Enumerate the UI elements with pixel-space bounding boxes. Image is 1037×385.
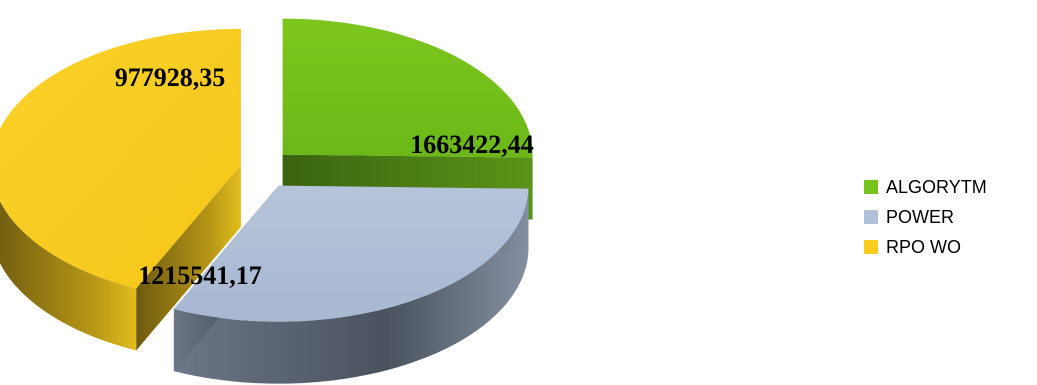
- slice-side-rpo-wo: [0, 201, 137, 351]
- data-label-rpo-wo: 1663422,44: [410, 130, 534, 159]
- slice-power[interactable]: [173, 185, 529, 322]
- legend-swatch: [864, 210, 878, 224]
- legend-label: RPO WO: [886, 236, 961, 257]
- pie-slices: [0, 18, 533, 384]
- slice-algorytm[interactable]: [282, 18, 533, 158]
- slice-rpo-wo[interactable]: [0, 28, 241, 289]
- legend-item-power: POWER: [864, 202, 987, 232]
- legend-item-algorytm: ALGORYTM: [864, 172, 987, 202]
- data-label-power: 1215541,17: [138, 261, 262, 290]
- pie-data-labels: 977928,35 1215541,17 1663422,44: [115, 63, 534, 290]
- slice-side-power: [173, 188, 529, 384]
- slice-cut-face-rpo-wo: [136, 164, 241, 351]
- legend-label: POWER: [886, 206, 955, 227]
- legend-swatch: [864, 240, 878, 254]
- legend-item-rpo-wo: RPO WO: [864, 232, 987, 262]
- legend-swatch: [864, 180, 878, 194]
- legend: ALGORYTM POWER RPO WO: [864, 172, 987, 262]
- data-label-algorytm: 977928,35: [115, 63, 226, 92]
- legend-label: ALGORYTM: [886, 176, 987, 197]
